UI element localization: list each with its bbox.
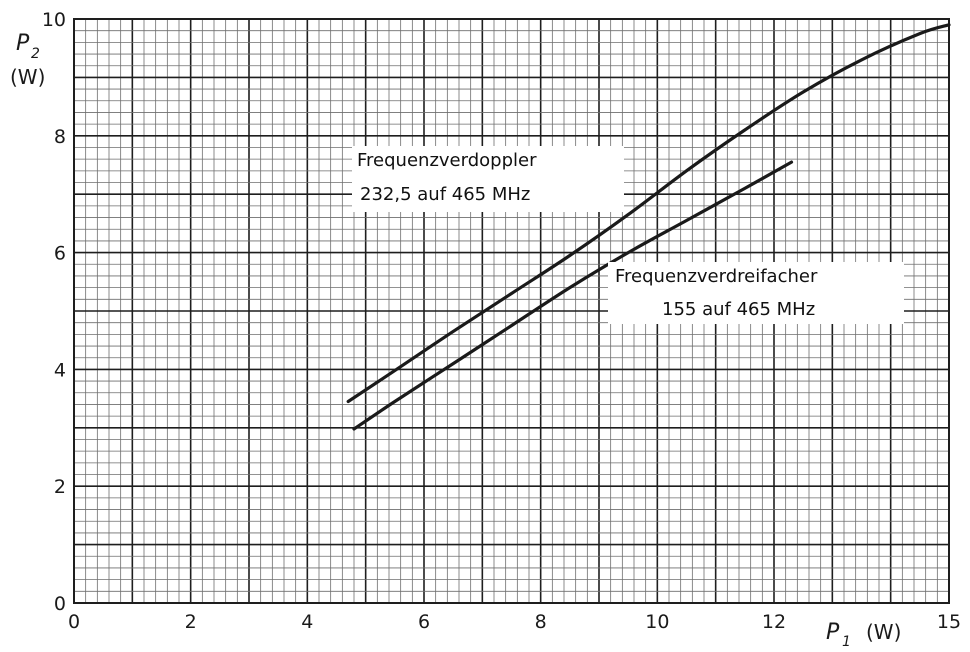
annotation-doubler-background — [352, 146, 624, 212]
x-axis-label-background — [820, 612, 932, 648]
annotation-tripler-line-2: 155 auf 465 MHz — [662, 299, 815, 320]
x-axis-label-subscript: 1 — [842, 634, 851, 650]
x-axis-label-unit: (W) — [866, 620, 901, 644]
x-tick-labels: 0 2 4 6 8 10 12 15 — [68, 611, 961, 633]
x-tick-label: 8 — [535, 611, 547, 633]
y-tick-label: 0 — [54, 593, 66, 615]
y-axis-label-symbol: P — [16, 31, 30, 56]
annotation-tripler-background — [608, 262, 904, 324]
x-tick-label: 6 — [418, 611, 430, 633]
x-tick-label: 15 — [937, 611, 961, 633]
annotation-tripler-line-1: Frequenzverdreifacher — [615, 266, 818, 287]
y-tick-label: 6 — [54, 243, 66, 265]
plot-frame — [73, 18, 950, 604]
series-line-tripler — [352, 160, 794, 431]
y-tick-label: 10 — [42, 9, 66, 31]
series-line-doubler — [346, 23, 951, 404]
x-tick-label: 4 — [301, 611, 313, 633]
annotation-tripler: Frequenzverdreifacher 155 auf 465 MHz — [608, 262, 904, 324]
y-axis-label: P 2 (W) — [10, 31, 45, 89]
x-tick-label: 12 — [762, 611, 786, 633]
y-tick-labels: 0 2 4 6 8 10 — [42, 9, 66, 615]
x-tick-label: 2 — [185, 611, 197, 633]
x-tick-label: 0 — [68, 611, 80, 633]
y-axis-label-unit: (W) — [10, 65, 45, 89]
annotation-doubler-line-1: Frequenzverdoppler — [357, 150, 537, 171]
y-tick-label: 2 — [54, 476, 66, 498]
x-tick-label: 10 — [645, 611, 669, 633]
grid — [73, 18, 950, 604]
y-tick-label: 4 — [54, 359, 66, 381]
annotation-doubler: Frequenzverdoppler 232,5 auf 465 MHz — [352, 146, 624, 212]
x-axis-label-symbol: P — [826, 620, 840, 645]
y-tick-label: 8 — [54, 126, 66, 148]
x-axis-label: P 1 (W) — [820, 612, 932, 650]
y-axis-label-subscript: 2 — [31, 46, 40, 62]
annotation-doubler-line-2: 232,5 auf 465 MHz — [360, 184, 530, 205]
series-group — [346, 23, 951, 431]
